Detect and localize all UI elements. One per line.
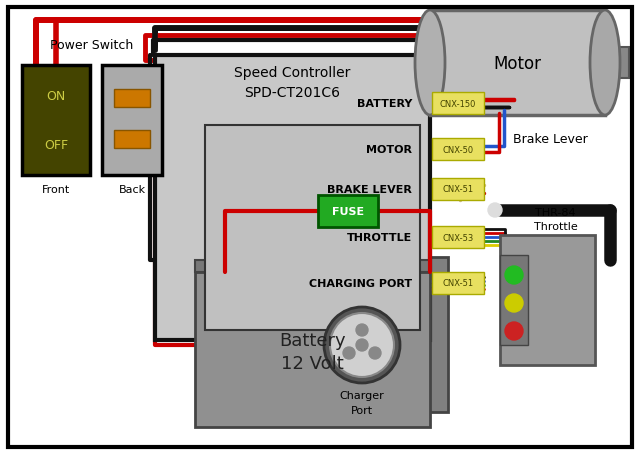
Text: BRAKE LEVER: BRAKE LEVER <box>327 185 412 195</box>
Bar <box>195 260 430 273</box>
Text: THR-84: THR-84 <box>535 207 576 217</box>
Text: THROTTLE: THROTTLE <box>347 233 412 243</box>
Bar <box>432 139 484 161</box>
Bar <box>102 66 162 176</box>
Bar <box>205 126 420 330</box>
Text: BATTERY: BATTERY <box>356 99 412 109</box>
Circle shape <box>505 267 523 284</box>
Ellipse shape <box>590 11 620 116</box>
Bar <box>500 255 528 345</box>
Text: CNX-51: CNX-51 <box>442 279 474 288</box>
Bar <box>430 11 605 116</box>
Bar <box>500 236 595 365</box>
Bar <box>432 273 484 294</box>
Text: CHARGING PORT: CHARGING PORT <box>309 278 412 288</box>
Bar <box>195 273 430 427</box>
Bar <box>155 56 430 340</box>
Circle shape <box>356 339 368 351</box>
Text: Back: Back <box>118 185 145 195</box>
Text: Front: Front <box>42 185 70 195</box>
Text: CNX-50: CNX-50 <box>442 145 474 154</box>
Text: ON: ON <box>46 90 66 103</box>
Text: Speed Controller: Speed Controller <box>234 66 351 80</box>
Circle shape <box>505 322 523 340</box>
Text: CNX-150: CNX-150 <box>440 100 476 109</box>
Circle shape <box>330 313 394 377</box>
Text: 12 Volt: 12 Volt <box>281 355 344 373</box>
Bar <box>432 227 484 249</box>
Text: OFF: OFF <box>44 138 68 152</box>
Text: FUSE: FUSE <box>332 207 364 217</box>
Text: CNX-51: CNX-51 <box>442 185 474 194</box>
Text: Throttle: Throttle <box>534 222 577 232</box>
Bar <box>114 90 150 107</box>
Bar <box>432 178 484 201</box>
Text: Port: Port <box>351 405 373 415</box>
Bar <box>432 93 484 115</box>
Bar <box>22 66 90 176</box>
Ellipse shape <box>415 11 445 116</box>
Text: Motor: Motor <box>493 55 541 72</box>
Text: CNX-53: CNX-53 <box>442 233 474 243</box>
Text: SPD-CT201C6: SPD-CT201C6 <box>244 86 340 100</box>
Circle shape <box>343 347 355 359</box>
Text: Charger: Charger <box>340 390 385 400</box>
Bar <box>318 196 378 228</box>
Bar <box>617 48 629 79</box>
Bar <box>114 130 150 148</box>
Text: Brake Lever: Brake Lever <box>513 133 588 146</box>
Circle shape <box>356 324 368 336</box>
Circle shape <box>488 203 502 217</box>
Text: Power Switch: Power Switch <box>51 39 134 52</box>
Circle shape <box>324 307 400 383</box>
Bar <box>213 258 448 412</box>
Circle shape <box>369 347 381 359</box>
Circle shape <box>505 294 523 312</box>
Text: Battery: Battery <box>279 331 346 349</box>
Text: MOTOR: MOTOR <box>366 145 412 155</box>
